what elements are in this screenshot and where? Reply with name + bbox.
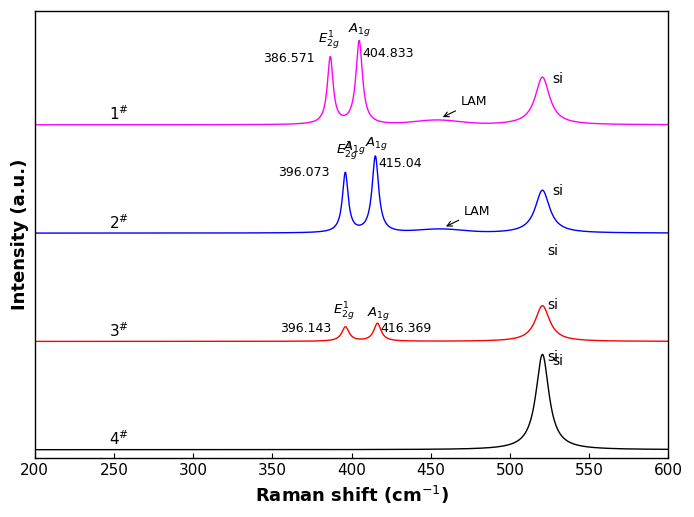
Text: $4^{\#}$: $4^{\#}$: [109, 430, 129, 448]
X-axis label: Raman shift (cm$^{-1}$): Raman shift (cm$^{-1}$): [255, 484, 448, 506]
Y-axis label: Intensity (a.u.): Intensity (a.u.): [11, 159, 29, 310]
Text: $1^{\#}$: $1^{\#}$: [109, 105, 129, 124]
Text: 386.571: 386.571: [263, 52, 314, 65]
Text: si: si: [547, 298, 558, 312]
Text: $E^{1}_{2g}$: $E^{1}_{2g}$: [318, 29, 339, 51]
Text: 416.369: 416.369: [380, 322, 432, 335]
Text: 415.04: 415.04: [378, 157, 422, 170]
Text: si: si: [547, 350, 558, 364]
Text: si: si: [552, 72, 563, 86]
Text: $E^{1}_{2g}$: $E^{1}_{2g}$: [333, 300, 355, 322]
Text: 404.833: 404.833: [362, 47, 414, 60]
Text: $A_{1g}$: $A_{1g}$: [348, 21, 371, 38]
Text: LAM: LAM: [444, 95, 487, 117]
Text: 396.143: 396.143: [280, 322, 331, 335]
Text: $A_{1g}$: $A_{1g}$: [367, 305, 391, 322]
Text: LAM: LAM: [447, 205, 491, 226]
Text: $A_{1g}$: $A_{1g}$: [365, 135, 389, 152]
Text: si: si: [552, 355, 563, 369]
Text: $2^{\#}$: $2^{\#}$: [109, 213, 129, 232]
Text: si: si: [547, 244, 558, 258]
Text: 396.073: 396.073: [278, 166, 330, 179]
Text: $A_{1g}$: $A_{1g}$: [343, 139, 366, 156]
Text: $E^{1}_{2g}$: $E^{1}_{2g}$: [336, 140, 358, 162]
Text: $3^{\#}$: $3^{\#}$: [109, 322, 129, 340]
Text: si: si: [552, 185, 563, 199]
